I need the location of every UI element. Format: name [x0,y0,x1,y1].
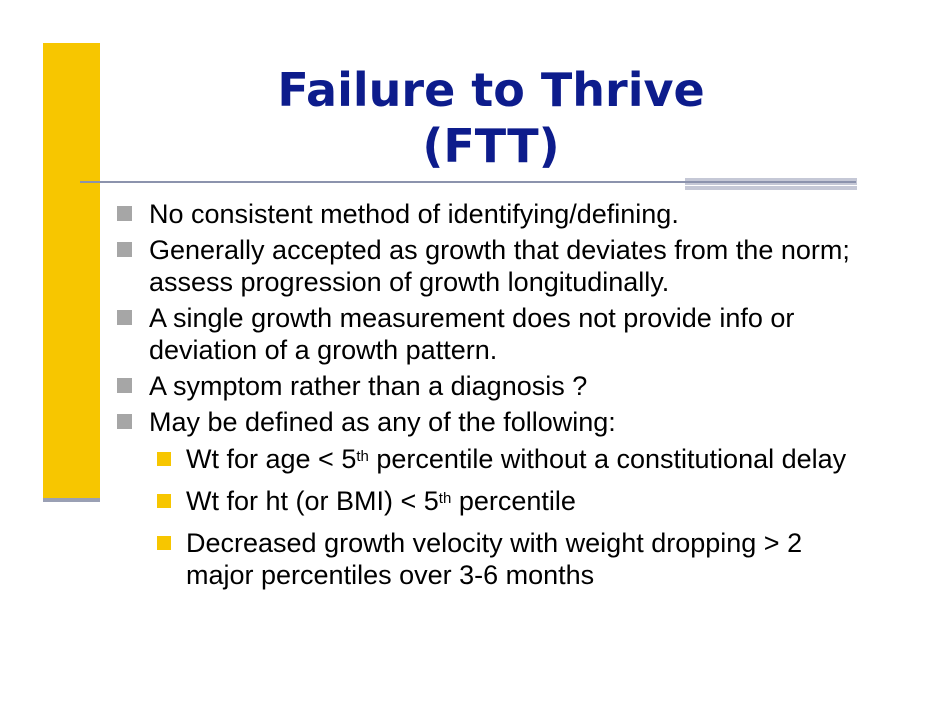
sub-bullet-text-pre: Wt for ht (or BMI) < 5 [186,486,439,516]
square-bullet-icon [117,206,132,221]
divider-accent-block-lower [685,186,857,190]
accent-bar-shadow [43,498,100,502]
superscript: th [438,490,452,507]
title-divider-line [80,181,856,183]
sub-bullet-item: Wt for age < 5th percentile without a co… [117,443,877,475]
square-bullet-icon [117,310,132,325]
bullet-text: Generally accepted as growth that deviat… [149,235,850,297]
bullet-text: No consistent method of identifying/defi… [149,199,679,229]
sub-bullet-text-post: percentile [451,486,576,516]
bullet-item: No consistent method of identifying/defi… [117,198,877,230]
sub-bullet-text-pre: Wt for age < 5 [186,444,357,474]
bullet-item: A single growth measurement does not pro… [117,302,877,366]
superscript: th [356,448,369,465]
square-bullet-icon [117,414,132,429]
bullet-list: No consistent method of identifying/defi… [117,198,877,601]
bullet-text: May be defined as any of the following: [149,407,616,437]
square-bullet-icon [117,242,132,257]
yellow-square-bullet-icon [157,494,171,508]
sub-bullet-text-pre: Decreased growth velocity with weight dr… [186,528,803,590]
title-line-2: (FTT) [422,119,560,173]
bullet-item: A symptom rather than a diagnosis ? [117,370,877,402]
yellow-square-bullet-icon [157,452,171,466]
sub-bullet-item: Wt for ht (or BMI) < 5th percentile [117,485,877,517]
sub-bullet-item: Decreased growth velocity with weight dr… [117,527,877,591]
bullet-item: Generally accepted as growth that deviat… [117,234,877,298]
bullet-item: May be defined as any of the following: [117,406,877,438]
slide-title: Failure to Thrive (FTT) [120,62,862,174]
square-bullet-icon [117,378,132,393]
sub-bullet-text-post: percentile without a constitutional dela… [368,444,847,474]
accent-bar [43,43,100,498]
bullet-text: A single growth measurement does not pro… [149,303,795,365]
title-line-1: Failure to Thrive [277,63,705,117]
yellow-square-bullet-icon [157,536,171,550]
bullet-text: A symptom rather than a diagnosis ? [149,371,588,401]
